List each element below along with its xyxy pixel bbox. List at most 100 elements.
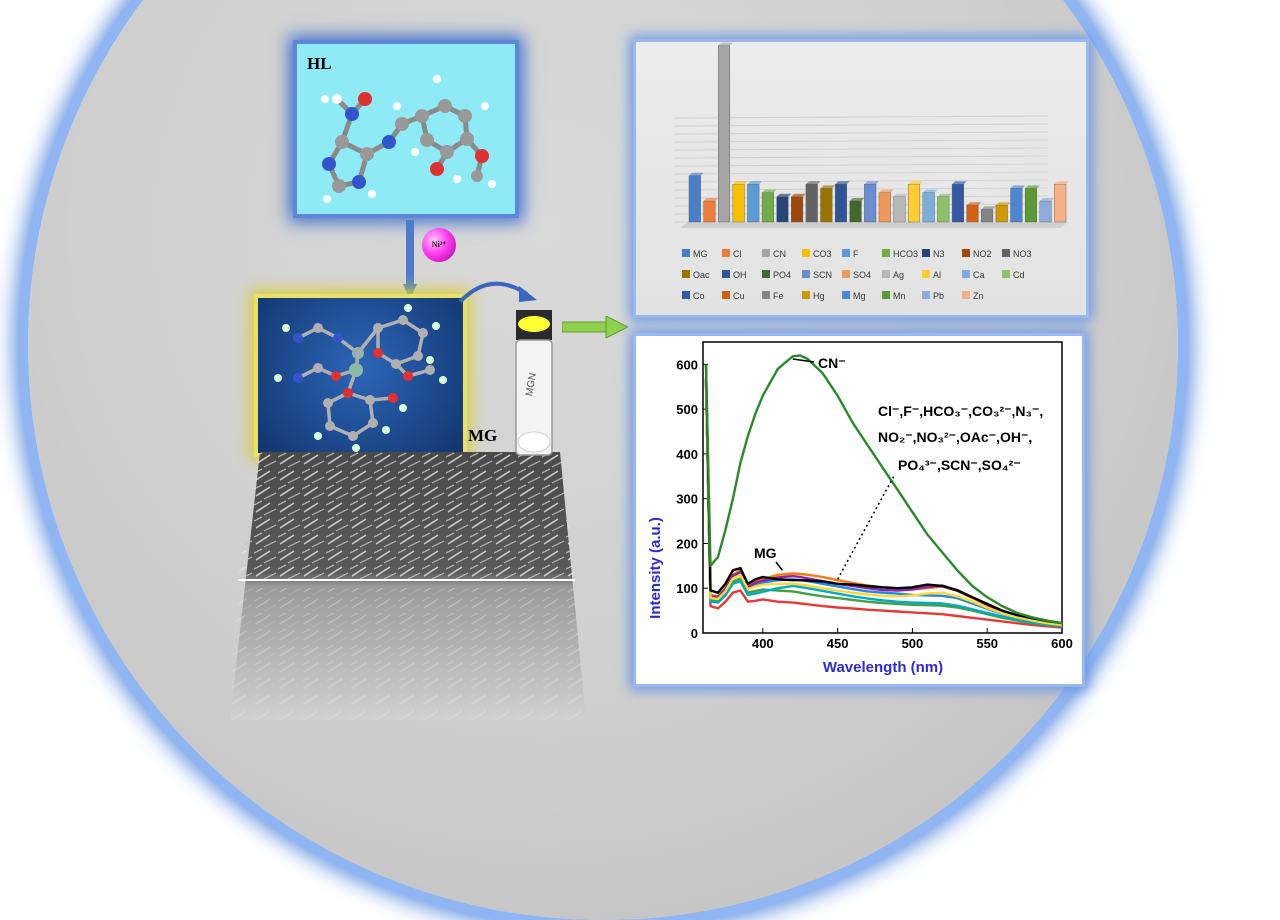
bar-top [1039,198,1055,201]
bar-top [703,198,719,201]
bar-top [849,198,865,201]
bar-chart-svg: MG Cl CN CO3 F HCO3 N3 NO2 NO3 Oac OH PO4 SCN SO4 Ag Al… [673,42,1069,301]
bar-gridline [673,179,1049,183]
legend-swatch [922,249,930,257]
anion-list-line-3: PO₄³⁻,SCN⁻,SO₄²⁻ [898,457,1021,473]
legend-label: Hg [813,291,825,301]
selectivity-bar-chart: MG Cl CN CO3 F HCO3 N3 NO2 NO3 Oac OH PO4 SCN SO4 Ag Al… [636,42,1086,315]
anion-list-line-2: NO₂⁻,NO₃²⁻,OAc⁻,OH⁻, [878,429,1032,445]
series-line [704,364,1063,625]
legend-label: SO4 [853,270,871,280]
legend-label: Zn [973,291,984,301]
bar-gridline [673,139,1049,143]
mg-annotation: MG [754,545,777,561]
sample-vial: MGN [515,310,553,456]
legend-swatch [962,291,970,299]
bar-Ca [922,192,935,223]
legend-swatch [922,270,930,278]
bar-top [879,189,894,193]
x-tick-label: 500 [902,636,924,651]
bar-top [718,42,733,46]
complex-structure-panel [258,298,463,453]
legend-label: CN [773,249,786,259]
mg-pointer [775,561,783,571]
legend-swatch [802,249,810,257]
legend-label: Mg [853,291,866,301]
vial-label: MGN [524,372,539,397]
legend-swatch [682,291,690,299]
legend-label: Pb [933,291,944,301]
y-tick-label: 300 [676,492,698,507]
ligand-label: HL [307,54,332,73]
series-line [704,354,1063,625]
legend-label: Cd [1013,270,1025,280]
cn-annotation: CN⁻ [818,355,846,371]
bar-NO3 [805,183,818,223]
bar-top [966,202,982,206]
series-line [704,379,1063,627]
bar-top [776,193,792,197]
bar-Co [951,183,964,223]
bar-MG [688,175,701,223]
bar-Al [908,183,921,223]
reaction-arrow [403,220,417,300]
legend-swatch [882,249,890,257]
bar-Cd [937,196,950,223]
bar-Pb [1039,200,1052,223]
bar-Hg [995,204,1008,223]
bar-gridline [673,123,1049,127]
bar-top [1054,181,1069,185]
bar-CO3 [732,183,745,223]
legend-label: N3 [933,249,945,259]
bar-gridline [673,147,1049,151]
mg-label: MG [468,426,498,445]
x-tick-label: 600 [1051,636,1073,651]
legend-swatch [842,249,850,257]
bar-Zn [1054,183,1067,223]
bar-gridline [673,163,1049,167]
bar-Ag [893,196,906,223]
anion-list-line-1: Cl⁻,F⁻,HCO₃⁻,CO₃²⁻,N₃⁻, [878,403,1043,419]
legend-swatch [1002,249,1010,257]
nickel-ion-sphere: Ni²⁺ [422,228,456,262]
bar-NO2 [791,196,804,223]
legend-label: Cu [733,291,745,301]
legend-label: Al [933,270,941,280]
bar-F [747,183,760,223]
bar-top [747,181,763,185]
bar-top [1010,185,1026,189]
bar-gridline [673,187,1049,191]
ligand-molecule-image [321,75,496,203]
legend-label: Co [693,291,705,301]
bar-PO4 [849,200,862,223]
series-line [704,382,1063,629]
y-tick-label: 200 [676,536,698,551]
bar-top [762,189,777,193]
legend-swatch [762,291,770,299]
bar-SO4 [878,192,891,223]
bar-gridline [673,171,1049,175]
series-line [704,380,1063,628]
bar-top [995,202,1011,206]
legend-label: Ca [973,270,985,280]
ligand-structure-panel: HL [297,44,515,214]
bar-top [805,181,821,185]
y-tick-label: 600 [676,357,698,372]
bar-Cl [703,200,716,223]
legend-swatch [882,270,890,278]
y-axis-label: Intensity (a.u.) [647,517,664,619]
bar-floor [680,222,1068,228]
legend-swatch [762,249,770,257]
legend-swatch [682,249,690,257]
bar-gridline [673,115,1049,119]
bar-CN [718,45,731,223]
bar-top [791,193,806,197]
legend-swatch [962,270,970,278]
legend-swatch [722,270,730,278]
legend-swatch [842,270,850,278]
legend-swatch [922,291,930,299]
y-tick-label: 0 [691,626,698,641]
anion-pointer [836,475,895,580]
x-tick-label: 550 [976,636,998,651]
emission-spectrum-chart: Intensity (a.u.) Wavelength (nm) CN⁻ MG … [636,336,1082,684]
